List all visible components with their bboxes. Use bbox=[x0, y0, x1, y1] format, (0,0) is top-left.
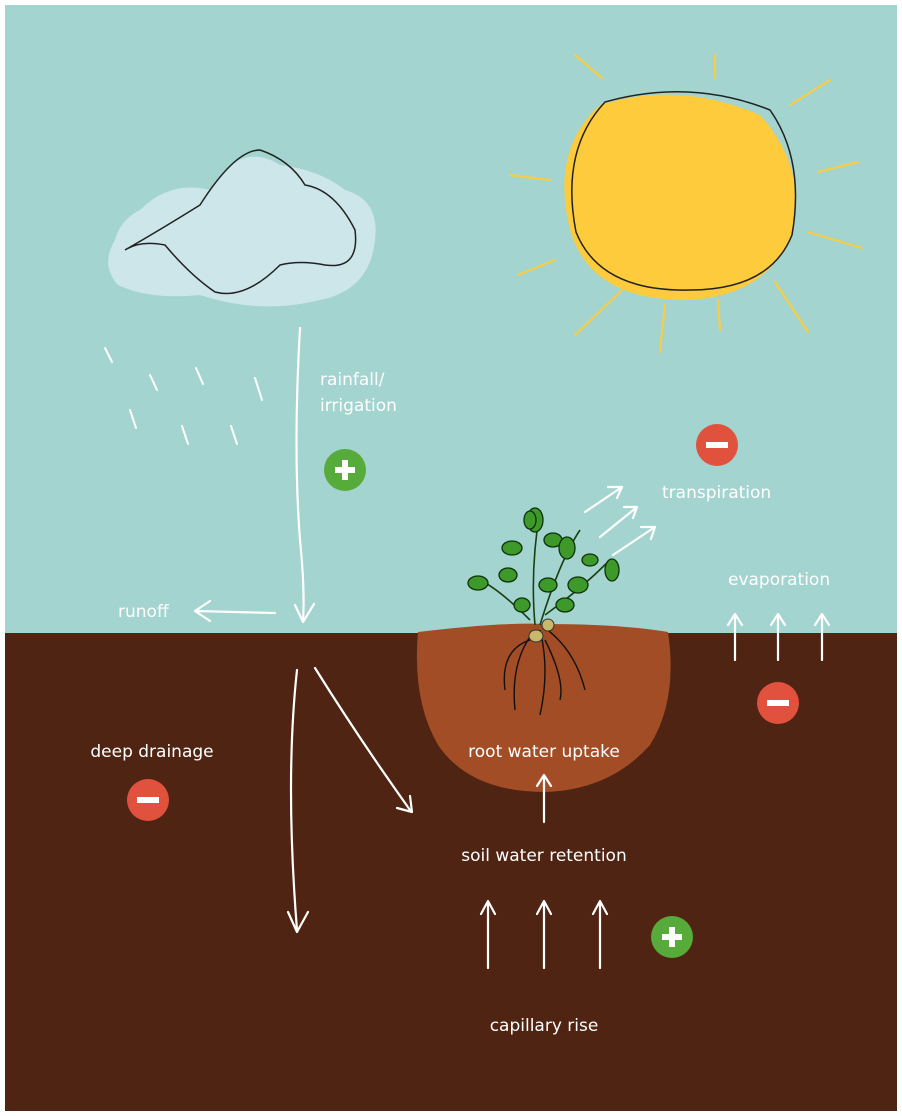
sun bbox=[508, 53, 864, 354]
label: rainfall/ bbox=[320, 370, 385, 390]
rain bbox=[104, 347, 263, 445]
label: runoff bbox=[118, 602, 170, 622]
minus-badge bbox=[127, 779, 169, 821]
root-zone bbox=[416, 623, 671, 792]
label: capillary rise bbox=[490, 1016, 599, 1036]
label: transpiration bbox=[662, 483, 771, 503]
plus-badge bbox=[324, 449, 366, 491]
label: irrigation bbox=[320, 396, 397, 416]
label: evaporation bbox=[728, 570, 830, 590]
minus-badge bbox=[696, 424, 738, 466]
sky bbox=[5, 5, 897, 635]
label: root water uptake bbox=[468, 742, 620, 762]
plus-badge bbox=[651, 916, 693, 958]
plant bbox=[467, 507, 620, 716]
label: soil water retention bbox=[461, 846, 626, 866]
label: deep drainage bbox=[90, 742, 213, 762]
arrows bbox=[193, 326, 831, 970]
minus-badge bbox=[757, 682, 799, 724]
cloud bbox=[108, 149, 376, 307]
